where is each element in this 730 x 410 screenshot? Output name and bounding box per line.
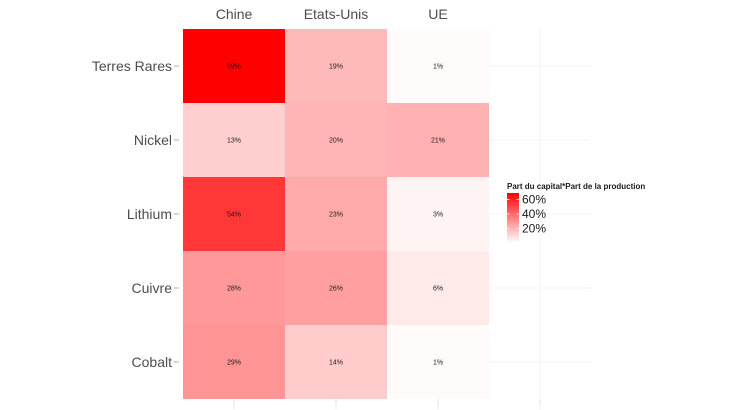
cell-labels: 69% 19% 1% 13% 20% 21% 54% 23% 3% 28% 26% 6% 29% 14% 1… — [227, 64, 445, 367]
legend-tick-label: 60% — [522, 193, 546, 207]
heatmap-cell — [183, 29, 285, 103]
row-labels: Terres Rares Nickel Lithium Cuivre Cobalt — [92, 58, 172, 370]
legend-colorbar — [507, 193, 519, 243]
heatmap-cells — [183, 29, 489, 399]
cell-value-label: 3% — [433, 212, 443, 219]
heatmap-cell — [183, 325, 285, 399]
cell-value-label: 69% — [227, 64, 241, 71]
heatmap-cell — [183, 103, 285, 177]
heatmap-cell — [285, 325, 387, 399]
legend: Part du capital*Part de la production 60%… — [507, 182, 645, 243]
row-label: Nickel — [134, 132, 172, 148]
heatmap-cell — [183, 177, 285, 251]
cell-value-label: 23% — [329, 212, 343, 219]
row-label: Cobalt — [132, 354, 173, 370]
heatmap-cell — [387, 325, 489, 399]
column-labels: Chine Etats-Unis UE — [216, 6, 448, 22]
legend-title: Part du capital*Part de la production — [507, 182, 645, 191]
heatmap-cell — [387, 29, 489, 103]
legend-tick-label: 20% — [522, 222, 546, 236]
cell-value-label: 54% — [227, 212, 241, 219]
heatmap-cell — [285, 103, 387, 177]
row-label: Lithium — [127, 206, 172, 222]
cell-value-label: 14% — [329, 360, 343, 367]
cell-value-label: 1% — [433, 64, 443, 71]
heatmap-cell — [387, 251, 489, 325]
heatmap-cell — [285, 29, 387, 103]
cell-value-label: 29% — [227, 360, 241, 367]
cell-value-label: 20% — [329, 138, 343, 145]
column-label: Etats-Unis — [304, 6, 369, 22]
cell-value-label: 21% — [431, 138, 445, 145]
cell-value-label: 19% — [329, 64, 343, 71]
column-label: Chine — [216, 6, 253, 22]
legend-tick-label: 40% — [522, 207, 546, 221]
cell-value-label: 6% — [433, 286, 443, 293]
heatmap-cell — [387, 177, 489, 251]
column-label: UE — [428, 6, 447, 22]
heatmap-cell — [285, 177, 387, 251]
heatmap-cell — [183, 251, 285, 325]
cell-value-label: 28% — [227, 286, 241, 293]
cell-value-label: 13% — [227, 138, 241, 145]
cell-value-label: 1% — [433, 360, 443, 367]
cell-value-label: 26% — [329, 286, 343, 293]
row-label: Terres Rares — [92, 58, 172, 74]
row-label: Cuivre — [132, 280, 173, 296]
heatmap-cell — [285, 251, 387, 325]
heatmap-cell — [387, 103, 489, 177]
